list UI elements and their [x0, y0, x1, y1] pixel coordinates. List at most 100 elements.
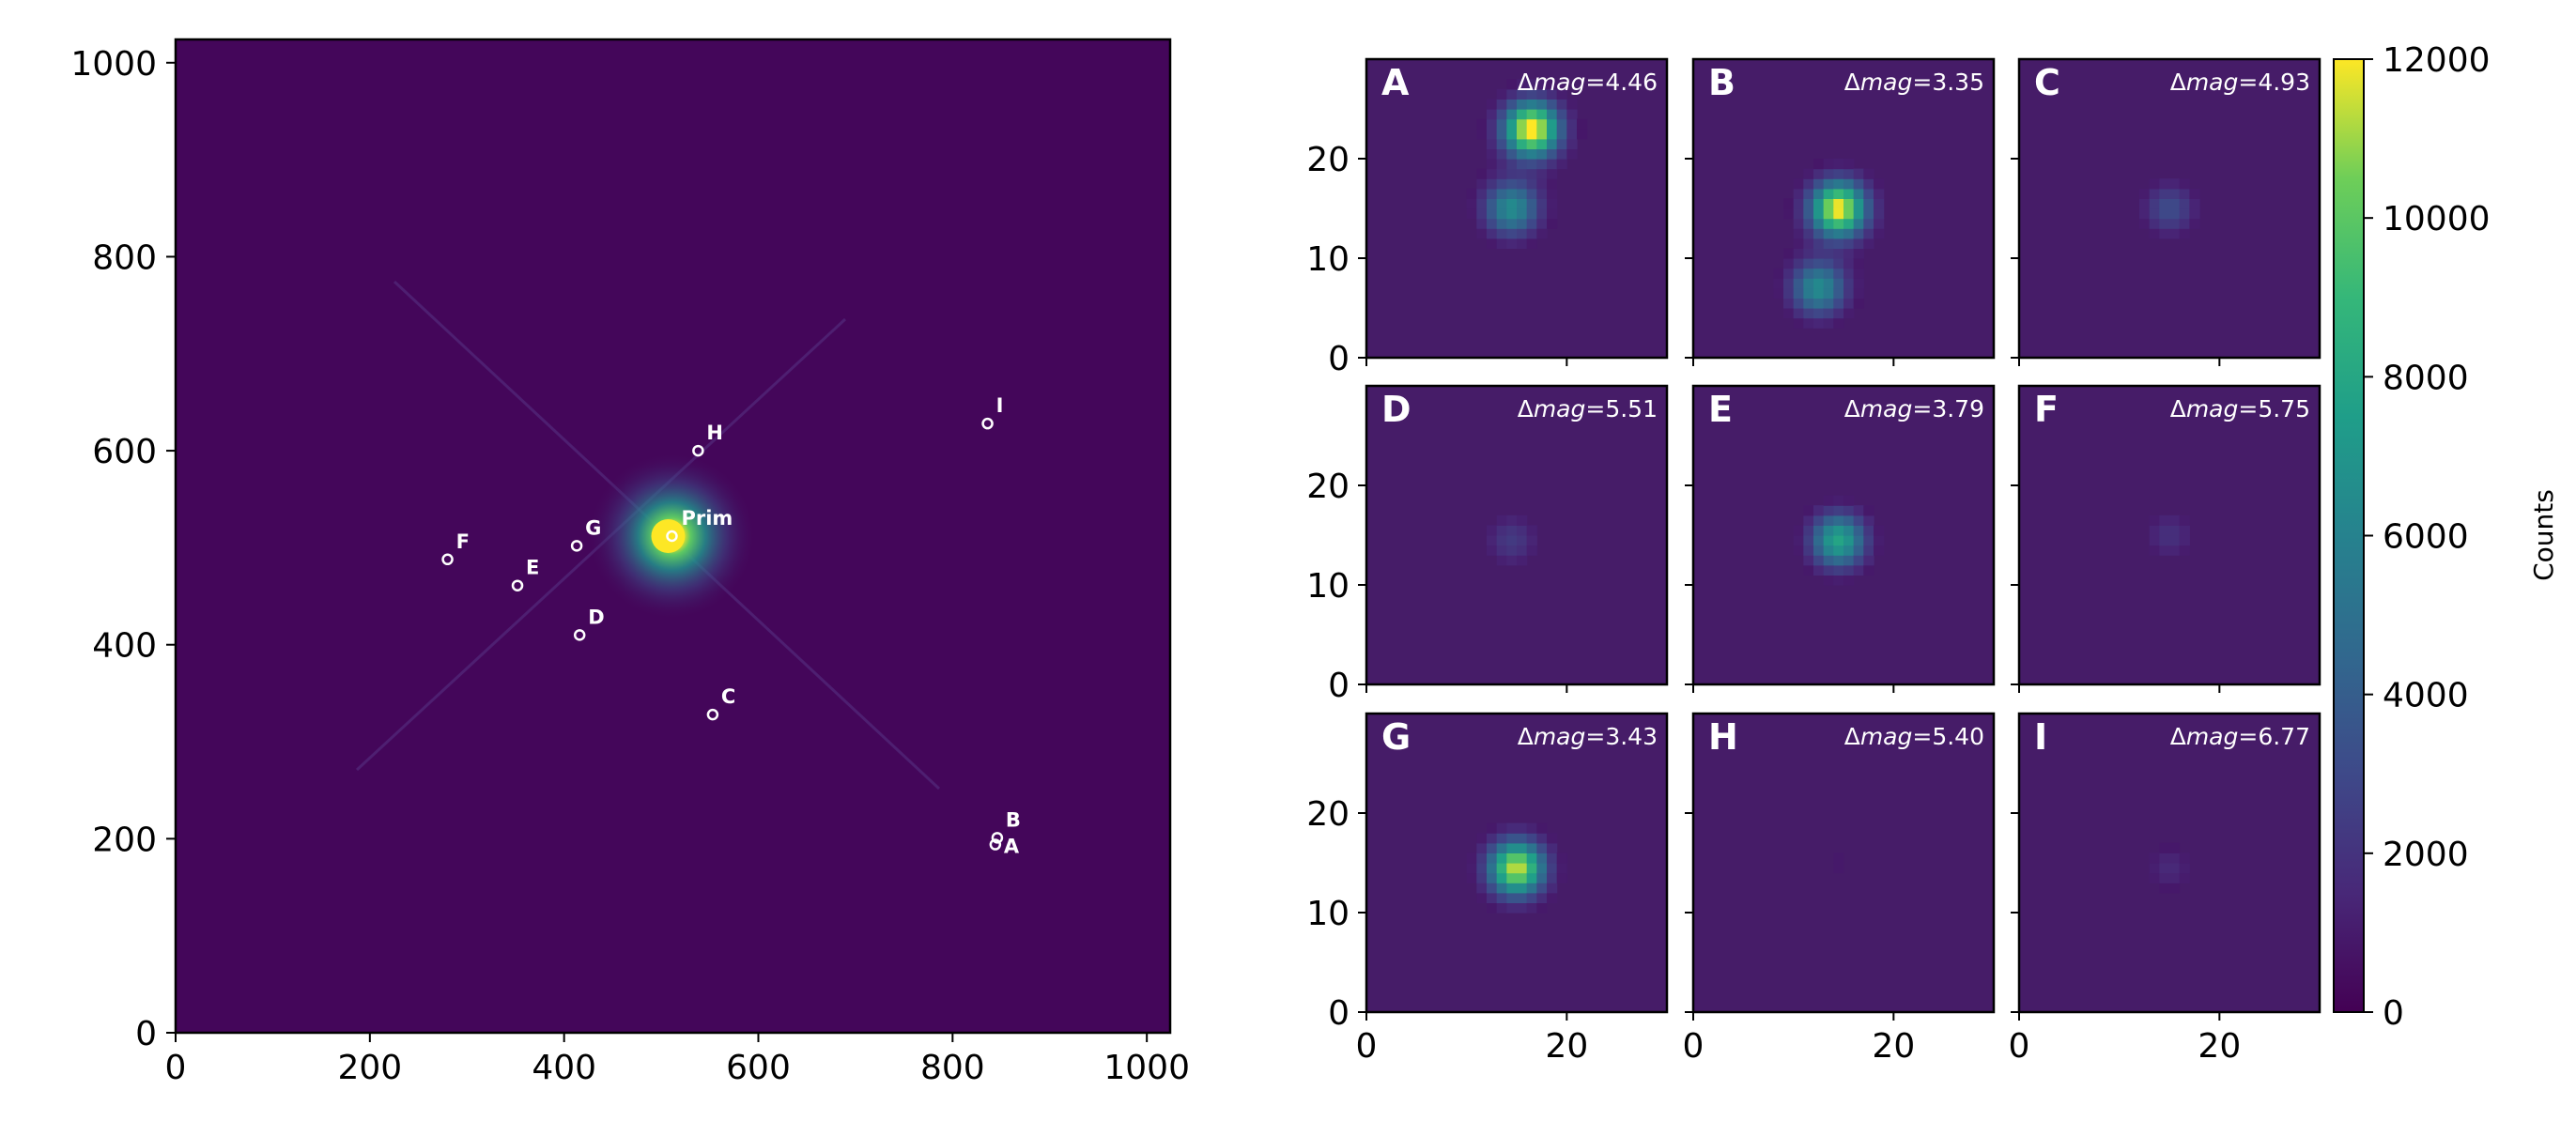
stamp-panel-h-frame [1691, 712, 1996, 1014]
stamp-panel-g-frame [1365, 712, 1669, 1014]
stamp-panel-c-letter: C [2034, 62, 2060, 103]
main-y-tick-label: 400 [92, 627, 157, 666]
source-label-g: G [585, 516, 601, 539]
stamp-grid: A Δmag=4.46 0 10 20 B Δmag=3.35 C Δmag=4.93 D Δmag… [1306, 57, 2321, 1066]
stamp-panel-a-y-tick-label: 0 [1328, 340, 1350, 378]
stamp-panel-h-x-tick-label: 20 [1872, 1027, 1915, 1066]
stamp-panel-f-letter: F [2034, 389, 2059, 430]
stamp-panel-a-y-tick-label: 10 [1306, 240, 1350, 279]
source-label-c: C [721, 685, 735, 708]
stamp-panel-f: F Δmag=5.75 [2011, 384, 2321, 693]
main-image-frame [174, 38, 1172, 1035]
stamp-panel-b-letter: B [1708, 62, 1735, 103]
stamp-panel-d-dmag: Δmag=5.51 [1518, 395, 1658, 422]
stamp-panel-d: D Δmag=5.51 0 10 20 [1306, 384, 1669, 705]
source-marker-a [989, 838, 1002, 851]
stamp-panel-a-dmag: Δmag=4.46 [1518, 69, 1658, 96]
main-x-tick-label: 0 [165, 1049, 187, 1087]
colorbar-tick-label: 0 [2383, 994, 2404, 1033]
stamp-panel-i-dmag: Δmag=6.77 [2170, 723, 2310, 750]
stamp-panel-g: G Δmag=3.43 0 20 0 10 20 [1306, 712, 1669, 1066]
main-y-tick-label: 0 [135, 1015, 157, 1053]
main-y-tick-label: 200 [92, 821, 157, 859]
stamp-panel-d-frame [1365, 384, 1669, 686]
stamp-panel-e-pixels [1793, 495, 1885, 586]
source-marker-g [570, 540, 583, 552]
colorbar-tick-label: 4000 [2383, 677, 2469, 715]
main-y-tick-label: 800 [92, 238, 157, 277]
stamp-panel-d-y-tick-label: 0 [1328, 667, 1350, 705]
source-label-i: I [996, 394, 1004, 417]
main-x-tick-label: 600 [726, 1049, 791, 1087]
stamp-panel-b: B Δmag=3.35 [1685, 57, 1996, 366]
stamp-panel-h-x-tick-label: 0 [1683, 1027, 1704, 1066]
colorbar-tick-label: 2000 [2383, 836, 2469, 874]
stamp-panel-c-pixels [2139, 178, 2200, 239]
stamp-panel-f-frame [2017, 384, 2321, 686]
stamp-panel-i-pixels [2149, 842, 2190, 894]
colorbar-tick-label: 10000 [2383, 200, 2491, 238]
stamp-panel-d-y-tick-label: 20 [1306, 468, 1350, 506]
stamp-panel-d-pixels [1487, 514, 1537, 566]
source-label-f: F [456, 530, 470, 553]
stamp-panel-g-x-tick-label: 20 [1545, 1027, 1588, 1066]
source-marker-i [981, 417, 994, 430]
colorbar-gradient [2333, 58, 2365, 1013]
stamp-panel-e: E Δmag=3.79 [1685, 384, 1996, 693]
stamp-panel-i-x-tick-label: 20 [2198, 1027, 2241, 1066]
source-marker-d [573, 629, 586, 641]
stamp-panel-a-frame [1365, 57, 1669, 360]
stamp-panel-f-dmag: Δmag=5.75 [2170, 395, 2310, 422]
main-x-tick-label: 400 [532, 1049, 596, 1087]
colorbar-tick-label: 6000 [2383, 518, 2469, 557]
stamp-panel-f-pixels [2149, 514, 2190, 556]
stamp-panel-d-y-tick-label: 10 [1306, 567, 1350, 606]
stamp-panel-b-dmag: Δmag=3.35 [1844, 69, 1984, 96]
source-marker-e [511, 579, 524, 591]
stamp-panel-i-x-tick-label: 0 [2009, 1027, 2030, 1066]
source-label-d: D [588, 606, 604, 628]
stamp-panel-h-letter: H [1708, 716, 1738, 758]
main-y-tick-label: 1000 [70, 45, 157, 84]
stamp-panel-g-y-tick-label: 0 [1328, 994, 1350, 1033]
primary-label: Prim [681, 507, 733, 530]
stamp-panel-b-frame [1691, 57, 1996, 360]
main-x-tick-label: 200 [337, 1049, 402, 1087]
stamp-panel-c-frame [2017, 57, 2321, 360]
colorbar-label: Counts [2528, 489, 2559, 581]
main-y-ticks: 0 200 400 600 800 1000 [70, 45, 176, 1053]
colorbar: 0 2000 4000 6000 8000 10000 12000 Counts [2333, 41, 2559, 1033]
colorbar-tick-label: 8000 [2383, 359, 2469, 397]
stamp-panel-g-letter: G [1381, 716, 1411, 758]
stamp-panel-d-letter: D [1381, 389, 1411, 430]
stamp-panel-g-dmag: Δmag=3.43 [1518, 723, 1658, 750]
main-y-tick-label: 600 [92, 433, 157, 471]
source-label-e: E [526, 557, 539, 579]
source-label-a: A [1004, 836, 1020, 858]
stamp-panel-a-y-tick-label: 20 [1306, 141, 1350, 179]
stamp-panel-i-letter: I [2034, 716, 2047, 758]
source-marker-h [692, 444, 704, 457]
stamp-panel-b-pixels [1773, 159, 1885, 329]
source-marker-c [706, 708, 719, 721]
stamp-panel-h-pixels [1833, 852, 1844, 874]
stamp-panel-e-frame [1691, 384, 1996, 686]
source-label-b: B [1006, 808, 1021, 831]
stamp-panel-i: I Δmag=6.77 0 20 [2009, 712, 2321, 1066]
stamp-panel-e-dmag: Δmag=3.79 [1844, 395, 1984, 422]
source-label-h: H [706, 422, 723, 444]
source-marker-f [441, 553, 454, 566]
main-x-tick-label: 800 [920, 1049, 985, 1087]
main-x-ticks: 0 200 400 600 800 1000 [165, 1033, 1190, 1087]
stamp-panel-g-y-tick-label: 20 [1306, 795, 1350, 834]
stamp-panel-h-dmag: Δmag=5.40 [1844, 723, 1984, 750]
stamp-panel-a-letter: A [1381, 62, 1410, 103]
colorbar-tick-label: 12000 [2383, 41, 2491, 80]
stamp-panel-a-pixels [1466, 79, 1588, 249]
stamp-panel-h: H Δmag=5.40 0 20 [1683, 712, 1996, 1066]
stamp-panel-g-pixels [1466, 822, 1567, 914]
stamp-panel-e-letter: E [1708, 389, 1733, 430]
stamp-panel-c: C Δmag=4.93 [2011, 57, 2321, 366]
primary-marker [666, 530, 678, 543]
